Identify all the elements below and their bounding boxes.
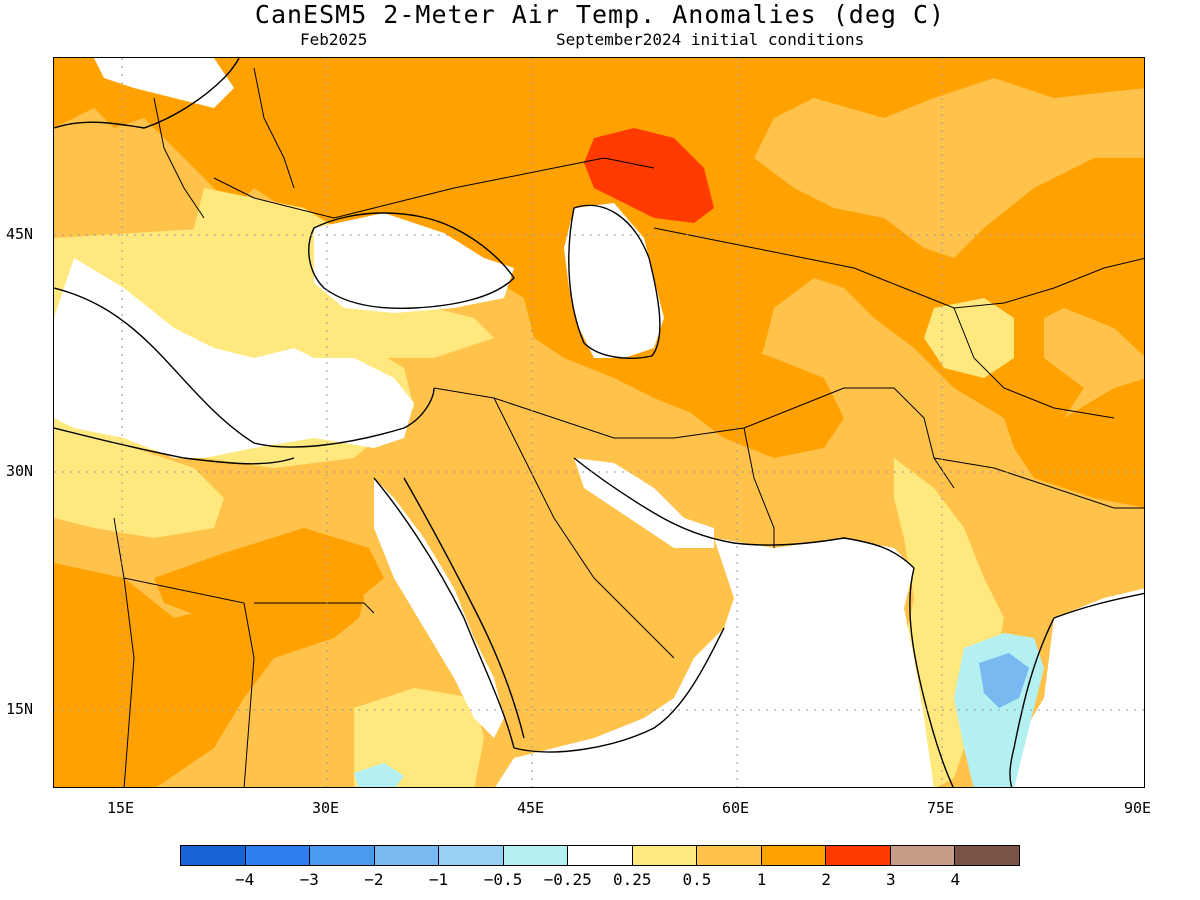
near-zero-north-sea — [94, 58, 234, 108]
near-zero-bay-of-bengal — [1004, 588, 1144, 787]
anomaly-1-2-tibet — [1004, 378, 1144, 508]
colorbar-swatch — [374, 846, 440, 865]
near-zero-black-sea — [314, 213, 514, 313]
colorbar-swatch — [697, 846, 762, 865]
anomaly-1-2-africa — [54, 563, 364, 787]
colorbar-swatch — [826, 846, 891, 865]
init-conditions: September2024 initial conditions — [556, 30, 865, 49]
anomaly-map — [54, 58, 1144, 787]
anomaly-0.25-0.5-egypt — [54, 428, 224, 538]
near-zero-arabian-sea — [495, 538, 934, 787]
anomaly-0.25-0.5-china — [924, 298, 1014, 378]
lat-label-30n: 30N — [6, 462, 34, 480]
anomaly-0.25-0.5-ethiopia — [354, 688, 484, 787]
colorbar-swatch — [439, 846, 504, 865]
colorbar-swatch — [181, 846, 246, 865]
colorbar-label: −0.25 — [543, 870, 592, 889]
lon-label-45e: 45E — [517, 799, 545, 817]
colorbar-label: −4 — [234, 870, 255, 889]
map-panel — [53, 57, 1145, 788]
anomaly-2-3-kazakhstan — [584, 128, 714, 223]
country-borders — [113, 67, 1144, 787]
valid-month: Feb2025 — [300, 30, 368, 49]
colorbar-label: −2 — [364, 870, 384, 889]
near-zero-mediterranean — [54, 258, 414, 458]
colorbar-swatch — [503, 846, 569, 865]
colorbar-label: 3 — [885, 870, 896, 889]
colorbar-label: 4 — [950, 870, 961, 889]
colorbar-label: 1 — [756, 870, 767, 889]
near-zero-caspian — [564, 203, 664, 358]
coastlines — [54, 58, 1144, 787]
colorbar-swatch — [632, 846, 698, 865]
lon-label-15e: 15E — [107, 799, 135, 817]
lat-label-45n: 45N — [6, 225, 34, 243]
colorbar-label: 0.25 — [613, 870, 652, 889]
colorbar — [180, 845, 1020, 866]
colorbar-swatch — [761, 846, 827, 865]
anomaly-neg-1-0.5-india — [979, 653, 1029, 708]
colorbar-label: 0.5 — [682, 870, 712, 889]
lon-label-90e: 90E — [1124, 799, 1152, 817]
graticule — [54, 58, 1144, 787]
map-title: CanESM5 2-Meter Air Temp. Anomalies (deg… — [254, 0, 946, 29]
colorbar-label: −1 — [428, 870, 449, 889]
near-zero-red-sea — [374, 478, 504, 738]
colorbar-swatch — [245, 846, 311, 865]
lon-label-60e: 60E — [722, 799, 750, 817]
colorbar-label: −3 — [299, 870, 319, 889]
lon-label-75e: 75E — [927, 799, 955, 817]
lon-label-30e: 30E — [312, 799, 340, 817]
colorbar-swatch — [890, 846, 956, 865]
colorbar-swatch — [568, 846, 633, 865]
anomaly-neg-0.5-0.25-ethiopia — [354, 763, 404, 787]
lat-label-15n: 15N — [6, 700, 34, 718]
colorbar-swatch — [310, 846, 375, 865]
anomaly-1-2-iran — [654, 338, 844, 458]
colorbar-swatch — [955, 846, 1019, 865]
colorbar-label: −0.5 — [483, 870, 523, 889]
colorbar-label: 2 — [821, 870, 831, 889]
